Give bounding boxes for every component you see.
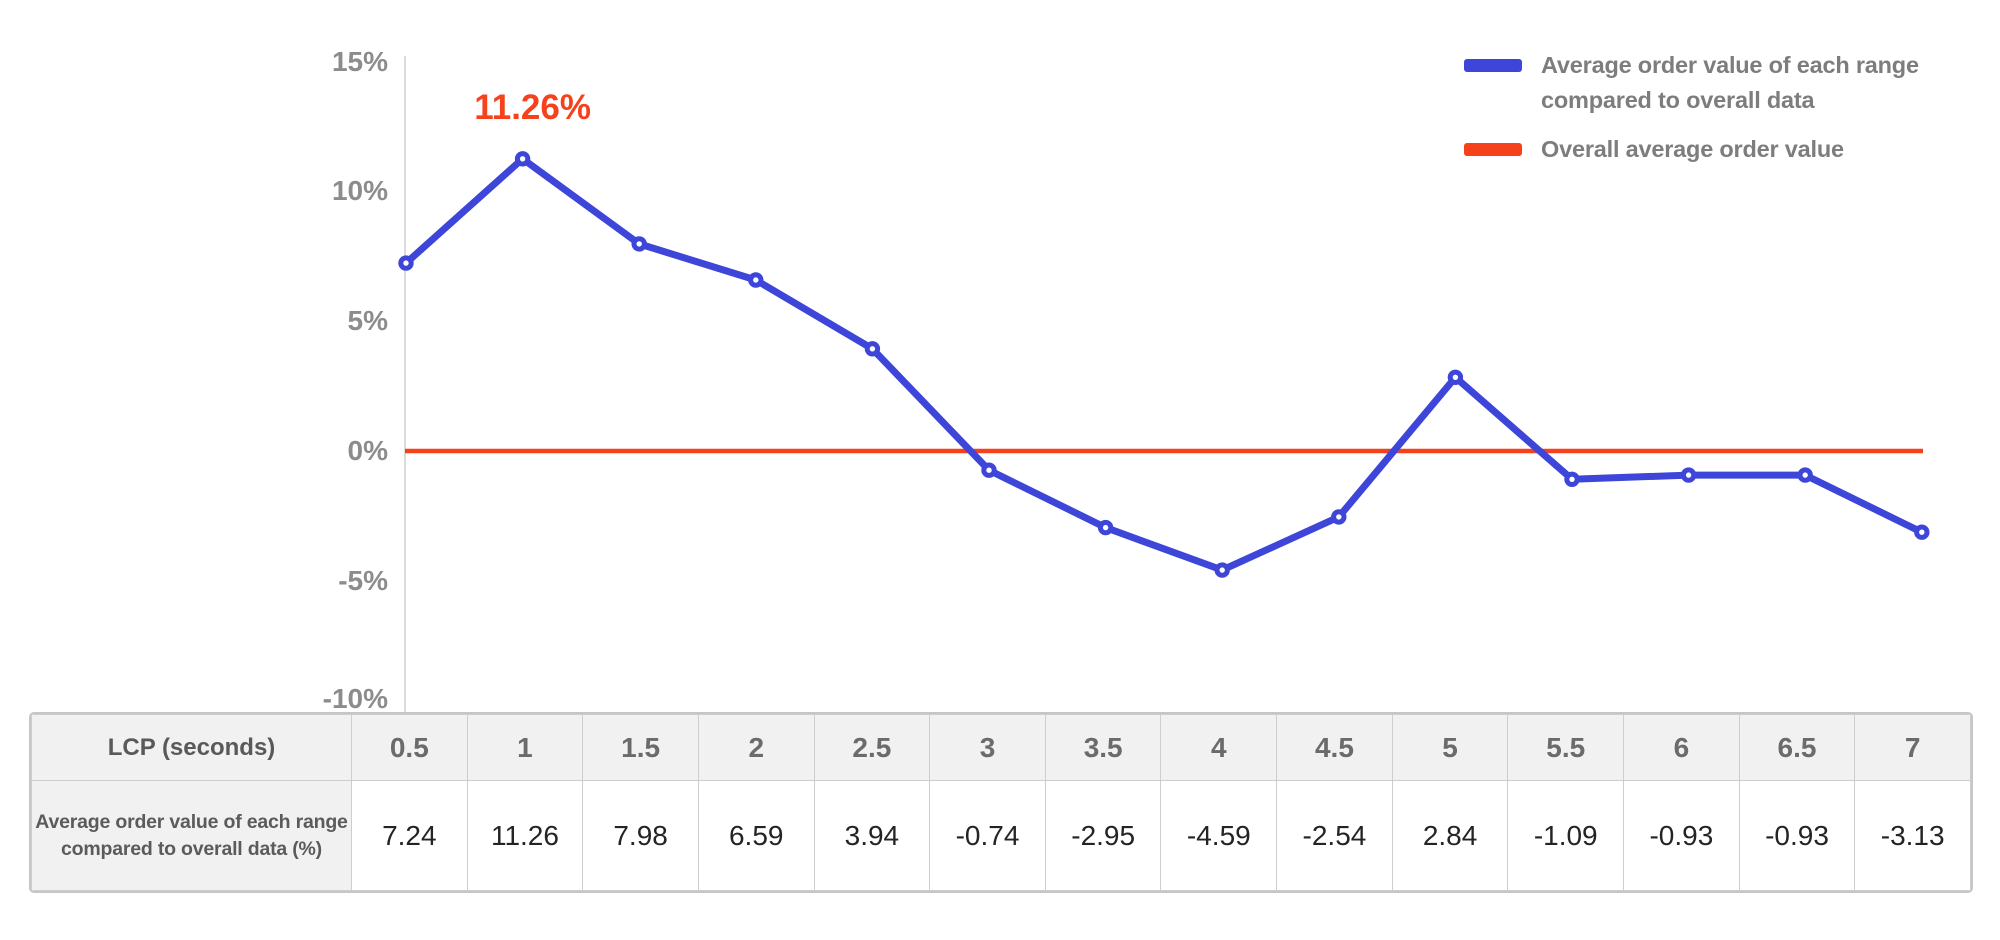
- lcp-column-header: 4.5: [1276, 714, 1393, 781]
- aov-value-cell: 3.94: [813, 780, 931, 891]
- lcp-column-header: 2: [697, 714, 815, 781]
- y-tick-label-5: 5%: [347, 305, 388, 336]
- aov-value-cell: -0.93: [1738, 780, 1856, 891]
- lcp-column-header: 3.5: [1044, 714, 1162, 781]
- table-header-label: LCP (seconds): [31, 714, 352, 781]
- data-point-marker[interactable]: [514, 151, 531, 167]
- data-point-marker[interactable]: [398, 255, 414, 271]
- lcp-column-header: 1.5: [582, 714, 699, 781]
- y-tick-label-neg10: -10%: [322, 683, 388, 714]
- line-plot: [398, 56, 1930, 712]
- data-point-marker[interactable]: [1331, 509, 1347, 525]
- aov-value-cell: 11.26: [466, 780, 584, 891]
- data-point-marker[interactable]: [1914, 524, 1930, 540]
- y-tick-label-15: 15%: [331, 46, 388, 77]
- aov-value-cell: -3.13: [1854, 780, 1971, 891]
- lcp-column-header: 3: [929, 714, 1046, 781]
- lcp-column-header: 4: [1160, 714, 1278, 781]
- aov-value-cell: 7.98: [582, 780, 699, 891]
- aov-value-cell: -2.54: [1276, 780, 1393, 891]
- aov-value-cell: 2.84: [1391, 780, 1509, 891]
- aov-line-series: [402, 155, 1926, 574]
- y-tick-label-neg5: -5%: [338, 565, 388, 596]
- lcp-column-header: 7: [1854, 714, 1971, 781]
- data-point-marker[interactable]: [748, 272, 764, 288]
- table-row-label: Average order value of each range compar…: [31, 780, 352, 891]
- lcp-column-header: 1: [466, 714, 584, 781]
- peak-value-annotation: 11.26%: [474, 88, 591, 127]
- data-point-marker[interactable]: [1447, 369, 1464, 385]
- data-table: LCP (seconds) 0.5 1 1.5 2 2.5 3 3.5 4 4.…: [29, 712, 1973, 893]
- data-point-marker[interactable]: [1680, 467, 1697, 483]
- table-value-row: Average order value of each range compar…: [31, 780, 1971, 891]
- lcp-column-header: 2.5: [813, 714, 931, 781]
- data-point-marker[interactable]: [1214, 562, 1230, 578]
- data-point-marker[interactable]: [631, 236, 647, 252]
- data-point-marker[interactable]: [864, 341, 881, 357]
- aov-value-cell: -2.95: [1044, 780, 1162, 891]
- data-point-marker[interactable]: [1797, 467, 1813, 483]
- chart-legend: Average order value of each range compar…: [1464, 48, 1944, 167]
- aov-value-cell: -0.93: [1623, 780, 1740, 891]
- aov-value-cell: -4.59: [1160, 780, 1278, 891]
- lcp-aov-table: LCP (seconds) 0.5 1 1.5 2 2.5 3 3.5 4 4.…: [31, 714, 1971, 891]
- legend-item-overall-average[interactable]: Overall average order value: [1464, 132, 1944, 167]
- table-header-row: LCP (seconds) 0.5 1 1.5 2 2.5 3 3.5 4 4.…: [31, 714, 1971, 781]
- legend-item-aov-range[interactable]: Average order value of each range compar…: [1464, 48, 1944, 118]
- aov-value-cell: 7.24: [351, 780, 468, 891]
- lcp-column-header: 0.5: [351, 714, 468, 781]
- legend-label: Average order value of each range compar…: [1541, 52, 1919, 113]
- y-tick-label-10: 10%: [331, 175, 388, 206]
- aov-value-cell: -1.09: [1507, 780, 1625, 891]
- data-point-marker[interactable]: [1097, 519, 1114, 536]
- lcp-column-header: 5.5: [1507, 714, 1625, 781]
- y-tick-label-0: 0%: [347, 435, 388, 466]
- legend-swatch-blue-line: [1464, 59, 1522, 72]
- lcp-column-header: 5: [1391, 714, 1509, 781]
- lcp-column-header: 6: [1623, 714, 1740, 781]
- legend-swatch-red-line: [1464, 143, 1522, 156]
- aov-value-cell: -0.74: [929, 780, 1046, 891]
- data-point-marker[interactable]: [981, 462, 997, 478]
- legend-label: Overall average order value: [1541, 136, 1844, 162]
- data-point-marker[interactable]: [1564, 471, 1580, 487]
- aov-value-cell: 6.59: [697, 780, 815, 891]
- lcp-column-header: 6.5: [1738, 714, 1856, 781]
